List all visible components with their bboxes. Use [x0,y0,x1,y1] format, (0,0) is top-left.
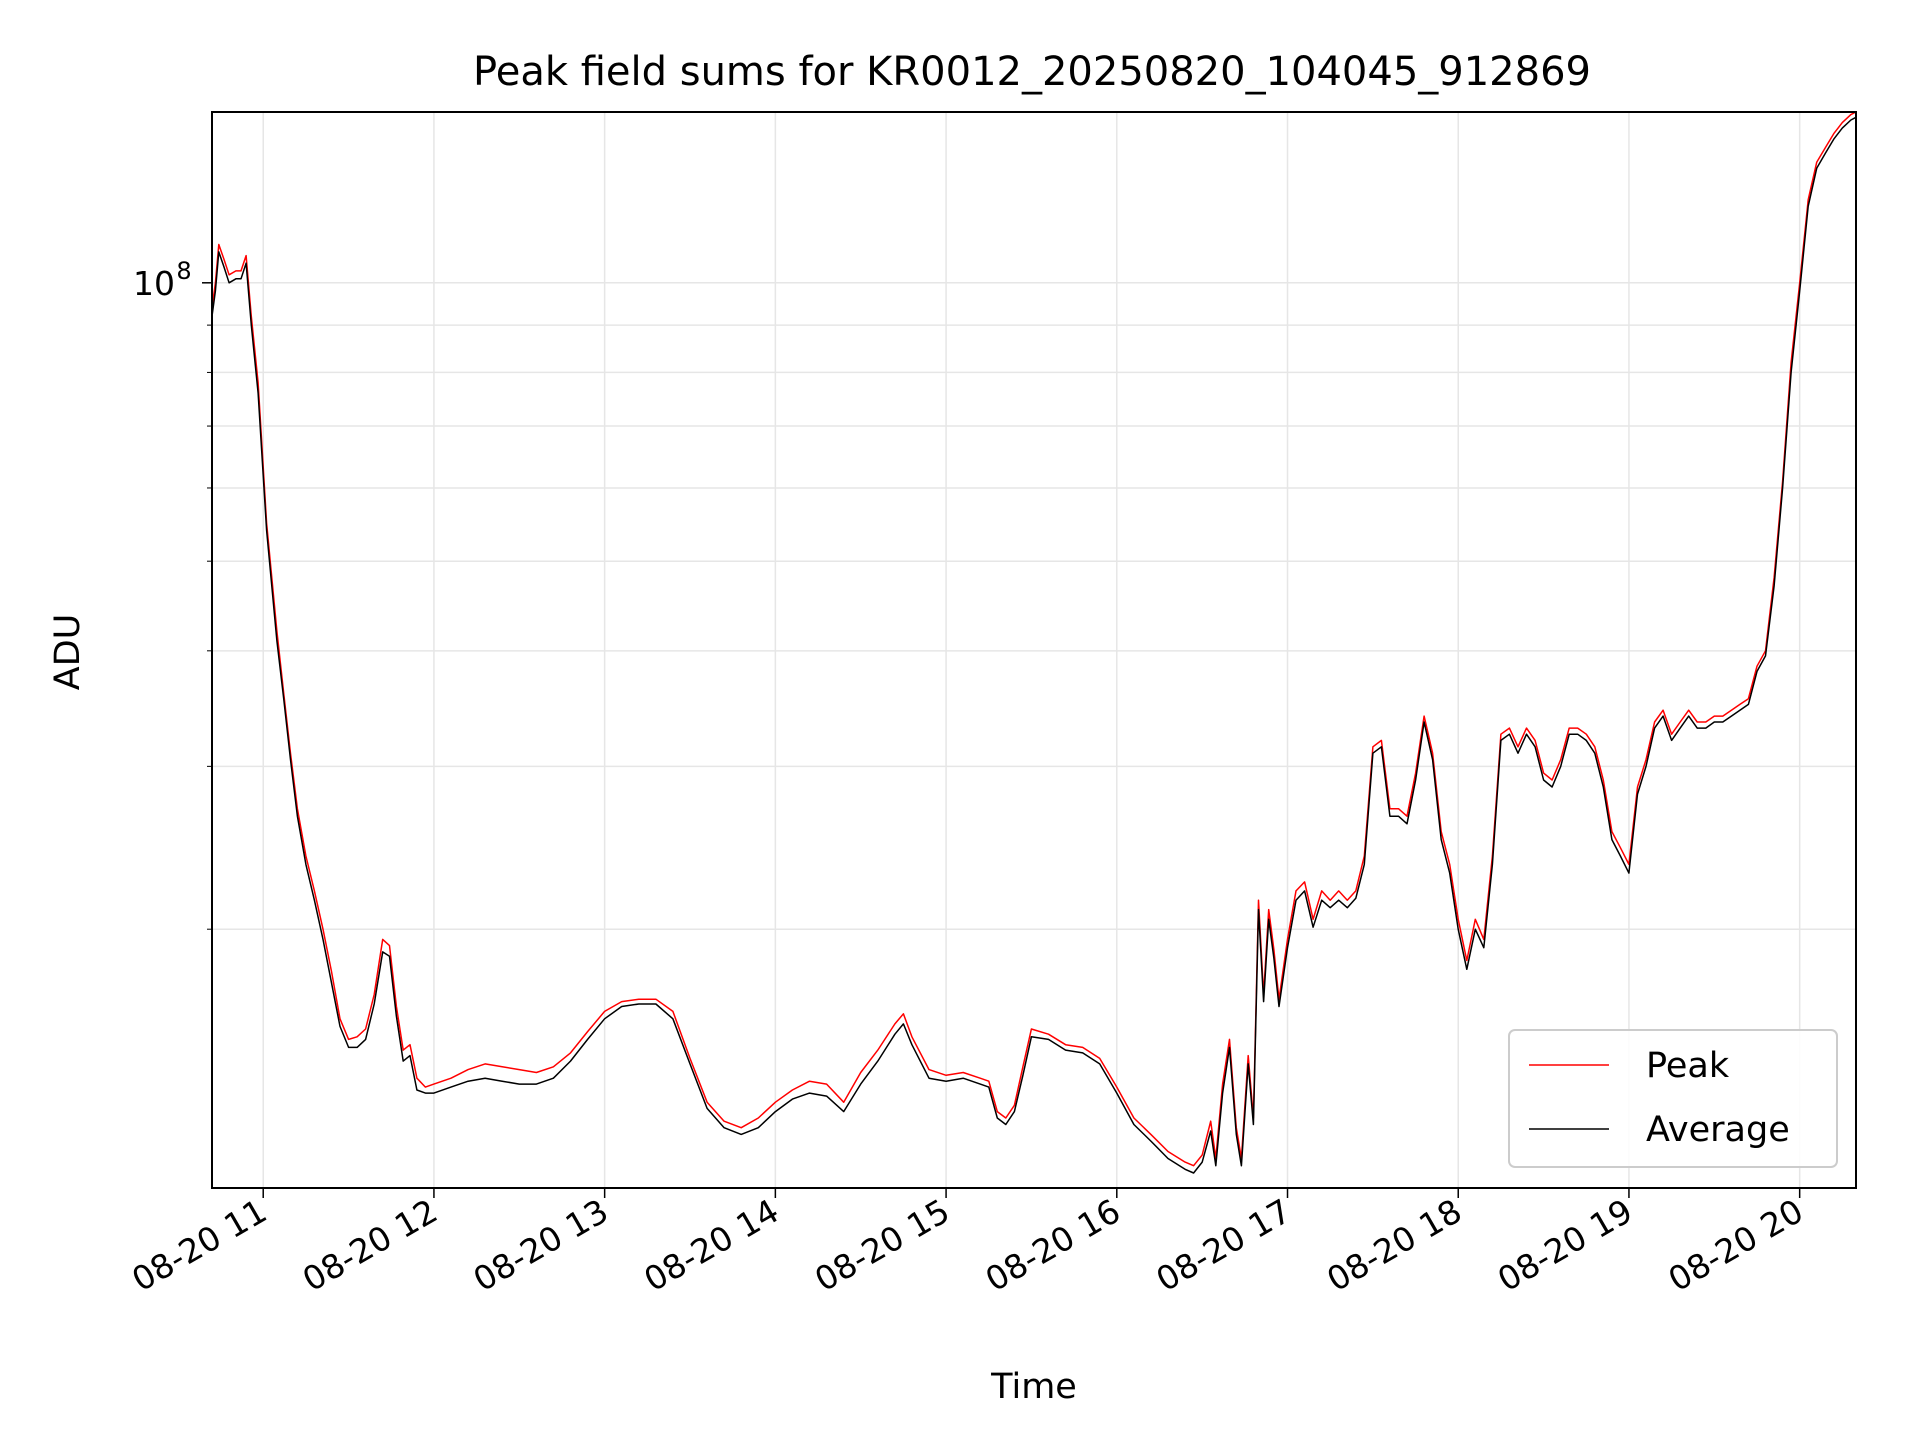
x-axis-label: Time [990,1367,1077,1407]
legend-label-average: Average [1646,1110,1790,1150]
y-axis-ticks: 10 8 [133,257,212,930]
series-line-average [211,116,1857,1174]
legend-label-peak: Peak [1646,1046,1730,1086]
series-layer [211,111,1857,1174]
series-line-peak [211,111,1857,1167]
y-axis-label: ADU [48,614,88,691]
legend: Peak Average [1508,1029,1838,1168]
plot-area-border [211,111,1857,1189]
y-tick-label-exponent: 8 [176,257,191,285]
y-tick-label: 10 [133,264,175,303]
grid [212,112,1856,1188]
chart-title: Peak field sums for KR0012_20250820_1040… [473,49,1591,95]
